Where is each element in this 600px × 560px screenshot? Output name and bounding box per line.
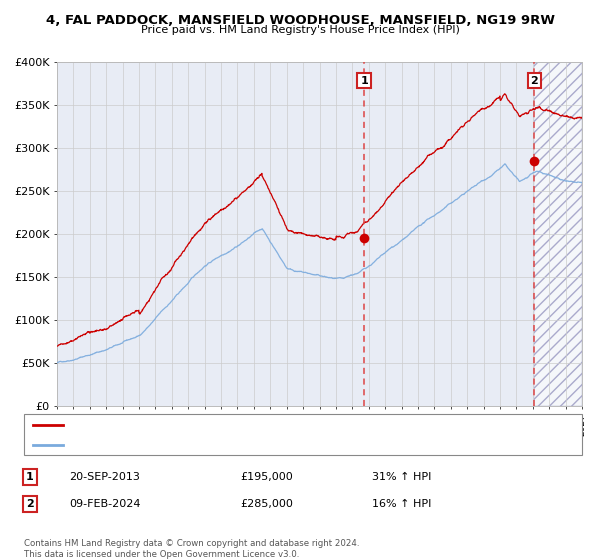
Text: 4, FAL PADDOCK, MANSFIELD WOODHOUSE, MANSFIELD, NG19 9RW: 4, FAL PADDOCK, MANSFIELD WOODHOUSE, MAN… <box>46 14 554 27</box>
Text: 4, FAL PADDOCK, MANSFIELD WOODHOUSE, MANSFIELD, NG19 9RW (detached house): 4, FAL PADDOCK, MANSFIELD WOODHOUSE, MAN… <box>69 421 478 430</box>
Text: 2: 2 <box>530 76 538 86</box>
Text: £195,000: £195,000 <box>240 472 293 482</box>
Text: £285,000: £285,000 <box>240 499 293 509</box>
Text: 16% ↑ HPI: 16% ↑ HPI <box>372 499 431 509</box>
Text: 1: 1 <box>360 76 368 86</box>
Text: 09-FEB-2024: 09-FEB-2024 <box>69 499 140 509</box>
Text: 2: 2 <box>26 499 34 509</box>
Bar <box>535 62 582 406</box>
Text: Price paid vs. HM Land Registry's House Price Index (HPI): Price paid vs. HM Land Registry's House … <box>140 25 460 35</box>
Text: 31% ↑ HPI: 31% ↑ HPI <box>372 472 431 482</box>
Text: Contains HM Land Registry data © Crown copyright and database right 2024.
This d: Contains HM Land Registry data © Crown c… <box>24 539 359 559</box>
Text: 20-SEP-2013: 20-SEP-2013 <box>69 472 140 482</box>
Text: 1: 1 <box>26 472 34 482</box>
Text: HPI: Average price, detached house, Mansfield: HPI: Average price, detached house, Mans… <box>69 440 290 449</box>
